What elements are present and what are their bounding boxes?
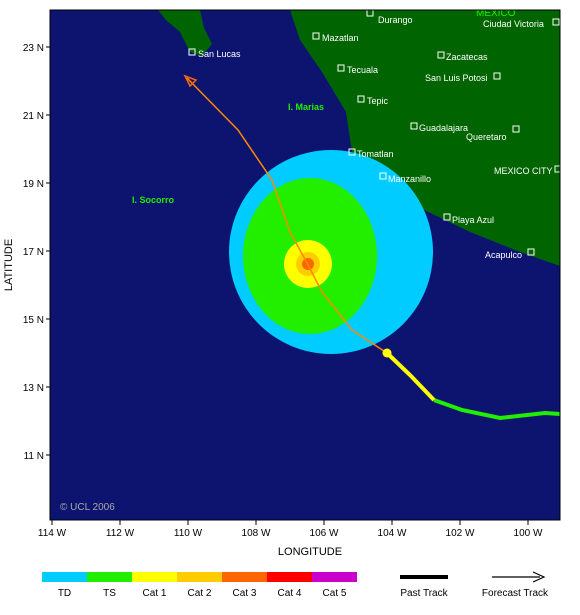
- place-label: Ciudad Victoria: [483, 19, 544, 29]
- current-position: [382, 348, 392, 358]
- place-label: Durango: [378, 15, 413, 25]
- y-axis-label: LATITUDE: [3, 239, 15, 291]
- place-label: Queretaro: [466, 132, 507, 142]
- island-label: I. Socorro: [132, 195, 175, 205]
- legend-label: TS: [103, 588, 116, 599]
- legend-label: Cat 4: [278, 588, 302, 599]
- place-marker: [379, 172, 387, 180]
- baja: [158, 10, 212, 56]
- lat-label: 23 N: [23, 43, 44, 54]
- legend-swatch: [87, 572, 132, 582]
- place-label: Acapulco: [485, 250, 522, 260]
- place-marker: [554, 165, 560, 173]
- lon-label: 106 W: [310, 528, 339, 539]
- legend-label: Cat 5: [323, 588, 347, 599]
- forecast-arrow: [183, 74, 198, 88]
- legend-swatch: [132, 572, 177, 582]
- place-marker: [348, 148, 356, 156]
- places: MEXICO Durango Ciudad Victoria Mazatlan San …: [132, 8, 560, 260]
- lon-label: 110 W: [174, 528, 203, 539]
- place-label: Zacatecas: [446, 52, 488, 62]
- lon-label: 100 W: [514, 528, 543, 539]
- past-track: [385, 351, 436, 402]
- lat-label: 21 N: [23, 111, 44, 122]
- forecast-track: [186, 77, 388, 354]
- place-marker: [357, 95, 365, 103]
- place-label: Playa Azul: [452, 215, 494, 225]
- lon-label: 114 W: [38, 528, 67, 539]
- x-axis-label: LONGITUDE: [278, 546, 342, 558]
- place-label: Manzanillo: [388, 174, 431, 184]
- lat-label: 17 N: [23, 247, 44, 258]
- place-label: Tecuala: [347, 65, 378, 75]
- place-marker: [410, 122, 418, 130]
- lon-label: 108 W: [242, 528, 271, 539]
- legend-label: Past Track: [400, 588, 448, 599]
- place-label: San Lucas: [198, 49, 241, 59]
- legend-swatch: [312, 572, 357, 582]
- legend-label: Cat 1: [143, 588, 167, 599]
- place-marker: [527, 248, 535, 256]
- place-marker: [512, 125, 520, 133]
- map-layer: MEXICO Durango Ciudad Victoria Mazatlan San …: [132, 8, 560, 421]
- country-label: MEXICO: [476, 8, 516, 19]
- legend-swatch: [42, 572, 87, 582]
- lat-label: 15 N: [23, 315, 44, 326]
- place-marker: [337, 64, 345, 72]
- place-label: Mazatlan: [322, 33, 359, 43]
- lon-label: 102 W: [446, 528, 475, 539]
- lat-label: 19 N: [23, 179, 44, 190]
- lon-label: 104 W: [378, 528, 407, 539]
- place-label: Tepic: [367, 96, 389, 106]
- legend-label: Cat 3: [233, 588, 257, 599]
- place-marker: [493, 72, 501, 80]
- place-label: Tomatlan: [357, 149, 394, 159]
- place-label: MEXICO CITY: [494, 166, 553, 176]
- map-frame: [49, 9, 561, 521]
- legend: Past Track Forecast Track TD TS Cat 1 Cat 2…: [42, 571, 549, 599]
- credit: © UCL 2006: [60, 502, 115, 513]
- lon-label: 112 W: [106, 528, 135, 539]
- place-marker: [552, 18, 560, 26]
- place-marker: [366, 10, 374, 17]
- place-marker: [437, 51, 445, 59]
- legend-swatch: [267, 572, 312, 582]
- place-marker: [312, 32, 320, 40]
- past-track: [433, 398, 560, 421]
- lat-label: 11 N: [24, 451, 44, 462]
- legend-label: Forecast Track: [482, 588, 549, 599]
- place-label: San Luis Potosi: [425, 73, 488, 83]
- legend-swatch: [222, 572, 267, 582]
- legend-label: TD: [58, 588, 71, 599]
- mainland: [290, 10, 560, 266]
- place-label: Guadalajara: [419, 123, 468, 133]
- place-marker: [188, 48, 196, 56]
- place-marker: [443, 213, 451, 221]
- lat-label: 13 N: [23, 383, 44, 394]
- island-label: I. Marias: [288, 102, 324, 112]
- forecast-arrow-key: [532, 571, 546, 583]
- legend-swatch: [177, 572, 222, 582]
- legend-label: Cat 2: [188, 588, 212, 599]
